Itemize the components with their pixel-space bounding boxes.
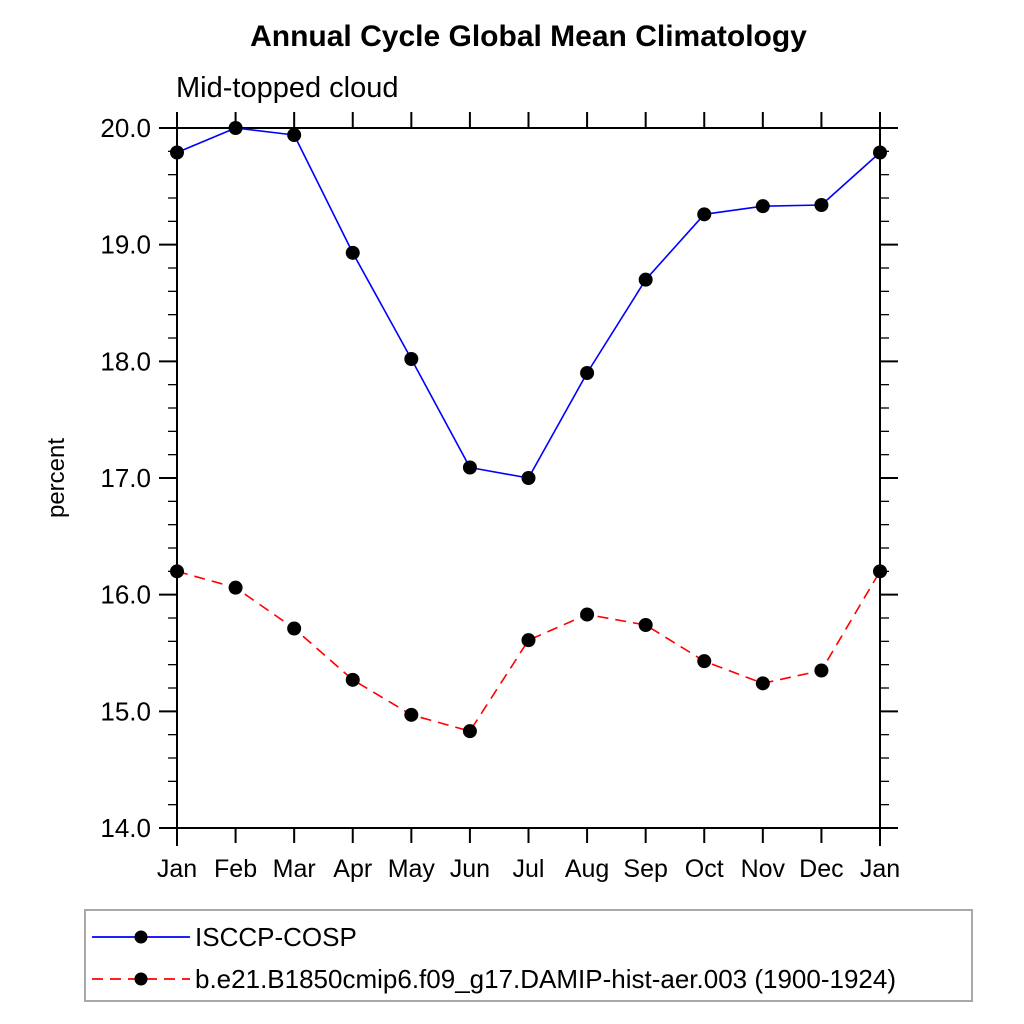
series-line-1 (170, 564, 887, 739)
x-axis-ticks (176, 112, 881, 846)
data-point-marker (873, 564, 887, 579)
data-point-marker (638, 272, 653, 287)
data-point-marker (170, 564, 184, 579)
y-tick-label: 20.0 (100, 113, 151, 143)
x-tick-label: Feb (214, 855, 257, 883)
y-tick-label: 18.0 (100, 346, 151, 376)
y-axis-major-ticks (159, 127, 898, 829)
data-point-marker (404, 707, 419, 722)
y-tick-label: 14.0 (100, 813, 151, 843)
legend-label: ISCCP-COSP (195, 922, 357, 952)
y-axis-minor-ticks (168, 150, 889, 806)
data-point-marker (697, 207, 712, 222)
x-tick-label: Dec (799, 855, 843, 883)
data-point-marker (287, 128, 302, 142)
x-tick-label: Sep (623, 855, 667, 883)
data-point-marker (462, 724, 477, 739)
y-tick-label: 16.0 (100, 580, 151, 610)
x-tick-label: May (388, 855, 436, 883)
data-point-marker (814, 663, 829, 678)
data-point-marker (521, 633, 536, 648)
x-tick-label: Aug (565, 855, 609, 883)
legend-label: b.e21.B1850cmip6.f09_g17.DAMIP-hist-aer.… (195, 964, 896, 994)
data-point-marker (462, 460, 477, 475)
data-point-marker (170, 145, 184, 160)
x-tick-labels: Jan Feb Mar Apr May Jun Jul Aug Sep Oct Nov Dec Jan (157, 855, 900, 883)
data-point-marker (697, 654, 712, 669)
chart-subtitle: Mid-topped cloud (176, 72, 399, 104)
x-tick-label: Jul (513, 855, 545, 883)
y-tick-labels: 14.0 15.0 16.0 17.0 18.0 19.0 20.0 (100, 113, 151, 843)
data-point-marker (873, 145, 887, 160)
x-tick-label: Jan (157, 855, 197, 883)
legend-item-isccp-cosp: ISCCP-COSP (89, 922, 357, 952)
chart-title: Annual Cycle Global Mean Climatology (250, 20, 807, 53)
data-point-marker (814, 198, 829, 212)
data-point-marker (755, 676, 770, 691)
data-point-marker (228, 580, 243, 595)
plot-frame (176, 127, 881, 829)
data-point-marker (521, 471, 536, 485)
legend-line-sample-blue (92, 930, 190, 944)
x-tick-label: Oct (685, 855, 724, 883)
legend: ISCCP-COSP b.e21.B1850cmip6.f09_g17.DAMI… (84, 909, 973, 1002)
data-point-marker (345, 245, 360, 260)
x-tick-label: Mar (273, 855, 316, 883)
data-point-marker (638, 618, 653, 632)
x-tick-label: Jun (450, 855, 490, 883)
data-point-marker (580, 607, 595, 622)
series-line-0 (170, 121, 887, 485)
data-point-marker (755, 199, 770, 214)
x-tick-label: Apr (333, 855, 372, 883)
y-tick-label: 19.0 (100, 230, 151, 260)
legend-line-sample-red (92, 972, 190, 986)
y-tick-label: 17.0 (100, 463, 151, 493)
x-tick-label: Jan (860, 855, 900, 883)
data-point-marker (287, 621, 302, 636)
y-tick-label: 15.0 (100, 696, 151, 726)
x-tick-label: Nov (741, 855, 786, 883)
legend-item-model: b.e21.B1850cmip6.f09_g17.DAMIP-hist-aer.… (89, 964, 896, 994)
data-point-marker (580, 366, 595, 380)
data-point-marker (404, 352, 419, 366)
data-point-marker (228, 121, 243, 135)
data-point-marker (345, 672, 360, 687)
